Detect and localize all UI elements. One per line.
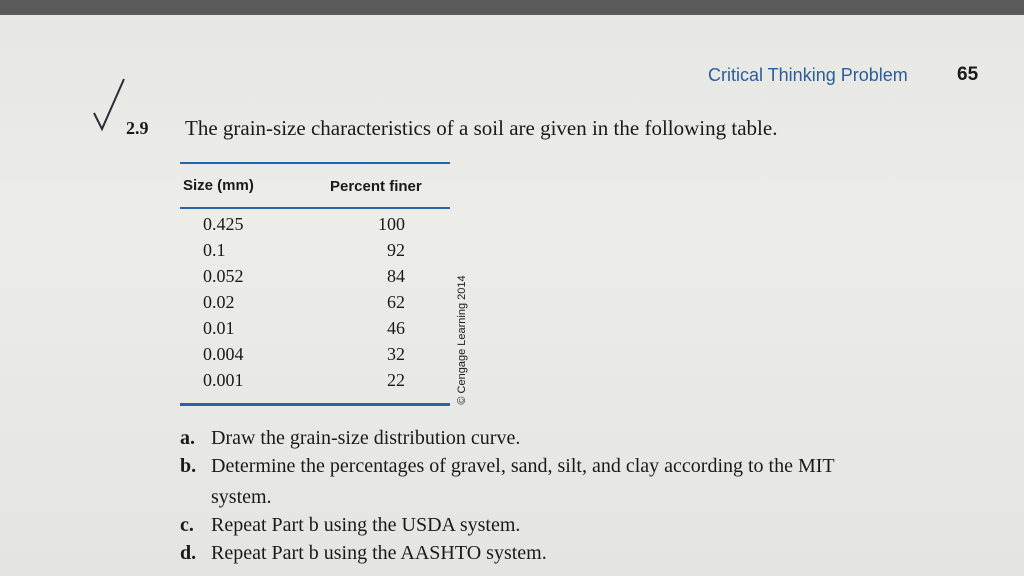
percent-cell: 92 (387, 240, 405, 260)
size-cell: 0.01 (203, 318, 235, 338)
part-label: d. (180, 542, 197, 564)
photo-edge (0, 0, 1024, 15)
size-cell: 0.425 (203, 214, 244, 234)
percent-cell: 22 (387, 370, 405, 390)
column-header: Percent finer (330, 178, 422, 195)
part-text: Repeat Part b using the USDA system. (211, 514, 521, 536)
size-cell: 0.02 (203, 292, 235, 312)
part-text: Determine the percentages of gravel, san… (211, 455, 835, 477)
credit: © Cengage Learning 2014 (456, 275, 468, 405)
table-rule (180, 207, 450, 209)
percent-cell: 84 (387, 266, 405, 286)
problem-text: The grain-size characteristics of a soil… (185, 116, 778, 140)
percent-cell: 100 (378, 214, 405, 234)
part-text: system. (211, 486, 272, 508)
section-title: Critical Thinking Problem (708, 65, 908, 85)
percent-cell: 32 (387, 344, 405, 364)
part-label: c. (180, 514, 194, 536)
part-text: Repeat Part b using the AASHTO system. (211, 542, 547, 564)
size-cell: 0.004 (203, 344, 244, 364)
table-rule (180, 162, 450, 164)
table-rule (180, 403, 450, 406)
problem-number: 2.9 (126, 118, 149, 138)
size-cell: 0.001 (203, 370, 244, 390)
size-cell: 0.1 (203, 240, 226, 260)
page-number: 65 (957, 64, 979, 85)
percent-cell: 46 (387, 318, 405, 338)
size-cell: 0.052 (203, 266, 244, 286)
part-label: b. (180, 455, 197, 477)
part-label: a. (180, 427, 195, 449)
check-mark (93, 78, 125, 132)
percent-cell: 62 (387, 292, 405, 312)
column-header: Size (mm) (183, 177, 254, 194)
part-text: Draw the grain-size distribution curve. (211, 427, 521, 449)
